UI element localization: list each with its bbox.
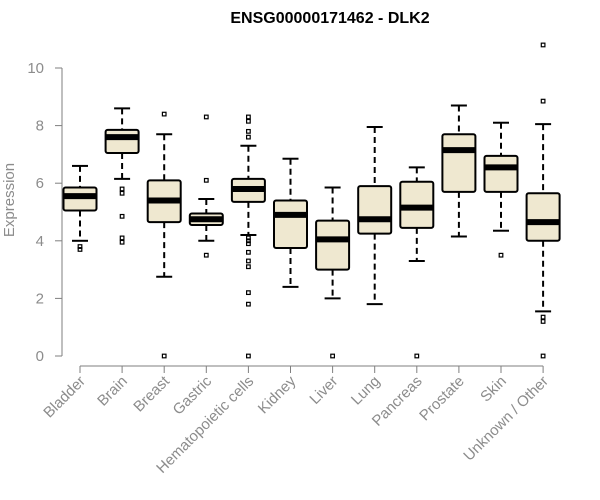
box-iqr	[525, 192, 561, 242]
outlier-point	[119, 235, 125, 241]
outlier-point	[498, 252, 504, 258]
outlier-point	[77, 247, 83, 252]
outlier-point	[203, 114, 209, 120]
box-group-6	[273, 157, 308, 288]
outlier-point	[119, 213, 125, 219]
outlier-point	[246, 249, 251, 255]
box-iqr	[357, 185, 393, 235]
outlier-point	[330, 353, 335, 359]
box-iqr	[315, 219, 351, 271]
outlier-point	[540, 98, 546, 104]
box-iqr	[104, 128, 140, 154]
outlier-point	[77, 244, 83, 249]
box-iqr	[483, 154, 519, 193]
outlier-point	[246, 301, 251, 307]
x-tick-label: Kidney	[255, 372, 300, 417]
outlier-point	[119, 239, 125, 245]
x-tick-label: Prostate	[416, 373, 468, 425]
chart-title: ENSG00000171462 - DLK2	[230, 10, 429, 27]
outlier-point	[246, 353, 251, 359]
box-group-1	[62, 164, 98, 252]
y-axis-label: Expression	[1, 163, 18, 237]
x-tick-label: Liver	[306, 373, 341, 408]
outlier-point	[414, 353, 420, 359]
box-group-3	[146, 111, 182, 359]
outlier-point	[246, 118, 251, 124]
outlier-point	[203, 177, 209, 183]
box-group-12	[525, 42, 561, 359]
outlier-point	[540, 42, 546, 48]
y-tick-label: 0	[36, 348, 44, 365]
y-tick-label: 10	[27, 60, 44, 77]
outlier-point	[540, 314, 546, 320]
outlier-point	[161, 111, 167, 117]
box-group-8	[357, 126, 393, 306]
box-group-2	[104, 107, 140, 245]
x-tick-label: Brain	[94, 373, 131, 410]
box-iqr	[441, 133, 477, 193]
box-group-7	[315, 186, 351, 359]
y-tick-label: 4	[36, 233, 44, 250]
outlier-point	[246, 235, 251, 241]
outlier-point	[119, 190, 125, 196]
box-group-10	[441, 104, 477, 238]
box-group-4	[188, 114, 224, 258]
y-tick-label: 2	[36, 290, 44, 307]
outlier-point	[161, 353, 167, 359]
plot-area	[62, 42, 561, 359]
outlier-point	[246, 264, 251, 270]
outlier-point	[246, 114, 251, 120]
y-tick-label: 8	[36, 118, 44, 135]
outlier-point	[119, 186, 125, 192]
x-tick-label: Breast	[130, 372, 173, 415]
y-axis: 0 2 4 6 8 10	[27, 60, 63, 365]
y-tick-label: 6	[36, 175, 44, 192]
x-tick-label: Lung	[348, 373, 384, 409]
outlier-point	[203, 252, 209, 258]
outlier-point	[246, 238, 251, 244]
outlier-point	[246, 128, 251, 134]
box-group-11	[483, 121, 519, 258]
box-group-5	[230, 114, 266, 359]
outlier-point	[246, 134, 251, 140]
outlier-point	[540, 319, 546, 324]
box-iqr	[273, 199, 308, 249]
outlier-point	[246, 241, 251, 247]
outlier-point	[246, 258, 251, 264]
x-tick-label: Skin	[477, 373, 510, 406]
outlier-point	[540, 353, 546, 359]
outlier-point	[246, 290, 251, 296]
box-group-9	[399, 166, 435, 359]
x-tick-label: Bladder	[40, 373, 89, 422]
